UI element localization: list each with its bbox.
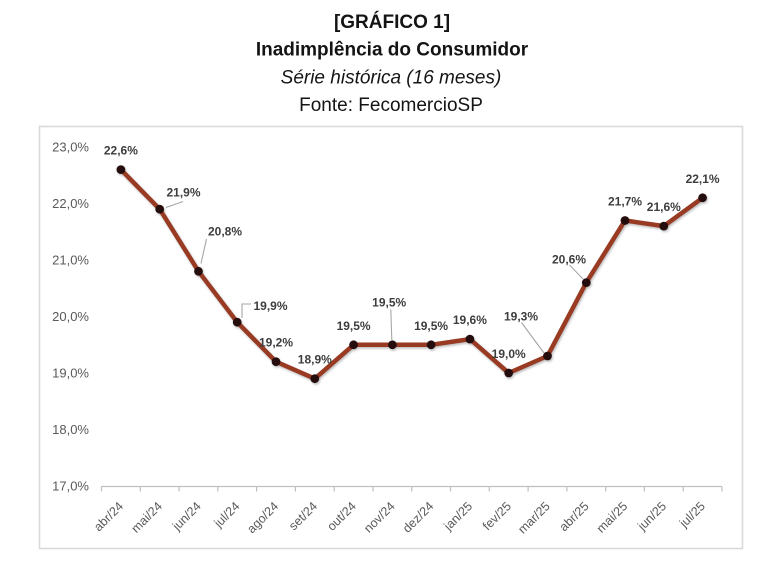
- svg-text:19,0%: 19,0%: [492, 347, 526, 361]
- svg-text:20,6%: 20,6%: [552, 253, 586, 267]
- svg-text:19,5%: 19,5%: [337, 319, 371, 333]
- svg-text:19,0%: 19,0%: [52, 366, 89, 381]
- svg-text:19,5%: 19,5%: [372, 296, 406, 310]
- svg-text:19,6%: 19,6%: [453, 313, 487, 327]
- svg-text:21,7%: 21,7%: [608, 195, 642, 209]
- svg-text:22,0%: 22,0%: [52, 196, 89, 211]
- svg-text:19,3%: 19,3%: [504, 310, 538, 324]
- svg-text:20,0%: 20,0%: [52, 309, 89, 324]
- svg-text:22,6%: 22,6%: [104, 144, 138, 158]
- svg-text:21,9%: 21,9%: [166, 186, 200, 200]
- svg-text:18,0%: 18,0%: [52, 422, 89, 437]
- svg-text:17,0%: 17,0%: [52, 479, 89, 494]
- svg-text:[GRÁFICO 1]: [GRÁFICO 1]: [334, 11, 450, 33]
- svg-text:21,6%: 21,6%: [647, 200, 681, 214]
- svg-text:23,0%: 23,0%: [52, 140, 89, 155]
- svg-text:19,2%: 19,2%: [259, 336, 293, 350]
- svg-text:18,9%: 18,9%: [298, 353, 332, 367]
- svg-text:Inadimplência do Consumidor: Inadimplência do Consumidor: [256, 40, 529, 61]
- svg-text:20,8%: 20,8%: [208, 225, 242, 239]
- svg-text:Fonte: FecomercioSP: Fonte: FecomercioSP: [299, 95, 483, 116]
- svg-text:Série histórica (16 meses): Série histórica (16 meses): [281, 68, 502, 89]
- svg-text:19,9%: 19,9%: [253, 299, 287, 313]
- svg-text:19,5%: 19,5%: [414, 319, 448, 333]
- svg-text:22,1%: 22,1%: [686, 172, 720, 186]
- svg-text:21,0%: 21,0%: [52, 253, 89, 268]
